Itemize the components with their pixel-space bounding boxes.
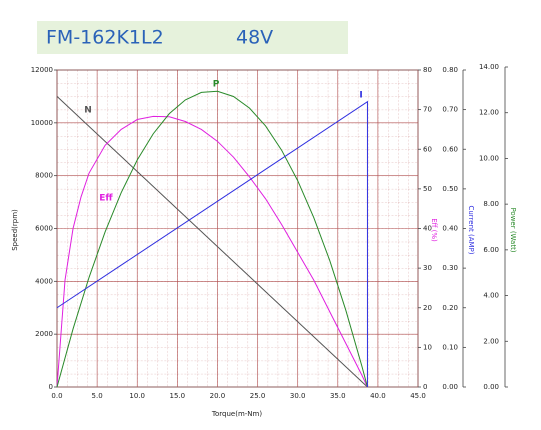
series-label: N — [84, 106, 92, 116]
x-tick-label: 5.0 — [92, 392, 103, 400]
y3-tick-label: 0.40 — [442, 225, 458, 233]
y3-tick-label: 0.60 — [442, 145, 458, 153]
y4-tick-label: 6.00 — [483, 246, 499, 254]
series-label: P — [213, 80, 220, 90]
y3-tick-label: 0.30 — [442, 264, 458, 272]
x-tick-label: 10.0 — [129, 392, 145, 400]
y2-tick-label: 60 — [423, 145, 432, 153]
chart-subtitle: 48V — [236, 27, 273, 49]
series-line — [56, 90, 368, 388]
x-tick-label: 45.0 — [410, 392, 426, 400]
y4-axis-label: Power (Watt) — [509, 207, 517, 252]
x-axis-label: Torque(m-Nm) — [211, 410, 262, 418]
y3-tick-label: 0.20 — [442, 304, 458, 312]
x-tick-label: 30.0 — [290, 392, 306, 400]
y2-tick-label: 40 — [423, 225, 432, 233]
y4-tick-label: 4.00 — [483, 292, 499, 300]
x-tick-label: 25.0 — [250, 392, 266, 400]
y-tick-label: 2000 — [35, 330, 53, 338]
y2-tick-label: 50 — [423, 185, 432, 193]
series-line — [56, 100, 368, 387]
y-tick-label: 6000 — [35, 225, 53, 233]
y4-tick-label: 10.00 — [479, 154, 499, 162]
header-box — [37, 21, 348, 54]
y3-tick-label: 0.80 — [442, 66, 458, 74]
y3-tick-label: 0.00 — [442, 383, 458, 391]
x-tick-label: 0.0 — [51, 392, 62, 400]
y-axis-label: Speed(rpm) — [11, 209, 19, 251]
x-tick-label: 20.0 — [210, 392, 226, 400]
y2-tick-label: 10 — [423, 343, 432, 351]
y4-tick-label: 2.00 — [483, 337, 499, 345]
x-tick-label: 35.0 — [330, 392, 346, 400]
y3-tick-label: 0.50 — [442, 185, 458, 193]
y4-tick-label: 12.00 — [479, 109, 499, 117]
y2-tick-label: 30 — [423, 264, 432, 272]
series-line — [56, 115, 368, 388]
chart-title: FM-162K1L2 — [46, 27, 164, 49]
y3-tick-label: 0.10 — [442, 343, 458, 351]
series-label: Eff — [99, 194, 113, 204]
y3-tick-label: 0.70 — [442, 106, 458, 114]
y2-tick-label: 20 — [423, 304, 432, 312]
y-tick-label: 0 — [49, 383, 53, 391]
x-tick-label: 40.0 — [370, 392, 386, 400]
y-tick-label: 12000 — [31, 66, 53, 74]
series-label: I — [359, 91, 362, 101]
series-line — [56, 96, 368, 388]
y2-tick-label: 70 — [423, 106, 432, 114]
y2-tick-label: 80 — [423, 66, 432, 74]
y4-tick-label: 8.00 — [483, 200, 499, 208]
y-tick-label: 4000 — [35, 277, 53, 285]
y4-tick-label: 0.00 — [483, 383, 499, 391]
y3-axis-label: Current (AMP) — [467, 205, 475, 254]
y-tick-label: 8000 — [35, 172, 53, 180]
x-tick-label: 15.0 — [170, 392, 186, 400]
y4-tick-label: 14.00 — [479, 63, 499, 71]
y2-axis-label: Eff (%) — [430, 218, 438, 242]
y-tick-label: 10000 — [31, 119, 53, 127]
y2-tick-label: 0 — [423, 383, 427, 391]
